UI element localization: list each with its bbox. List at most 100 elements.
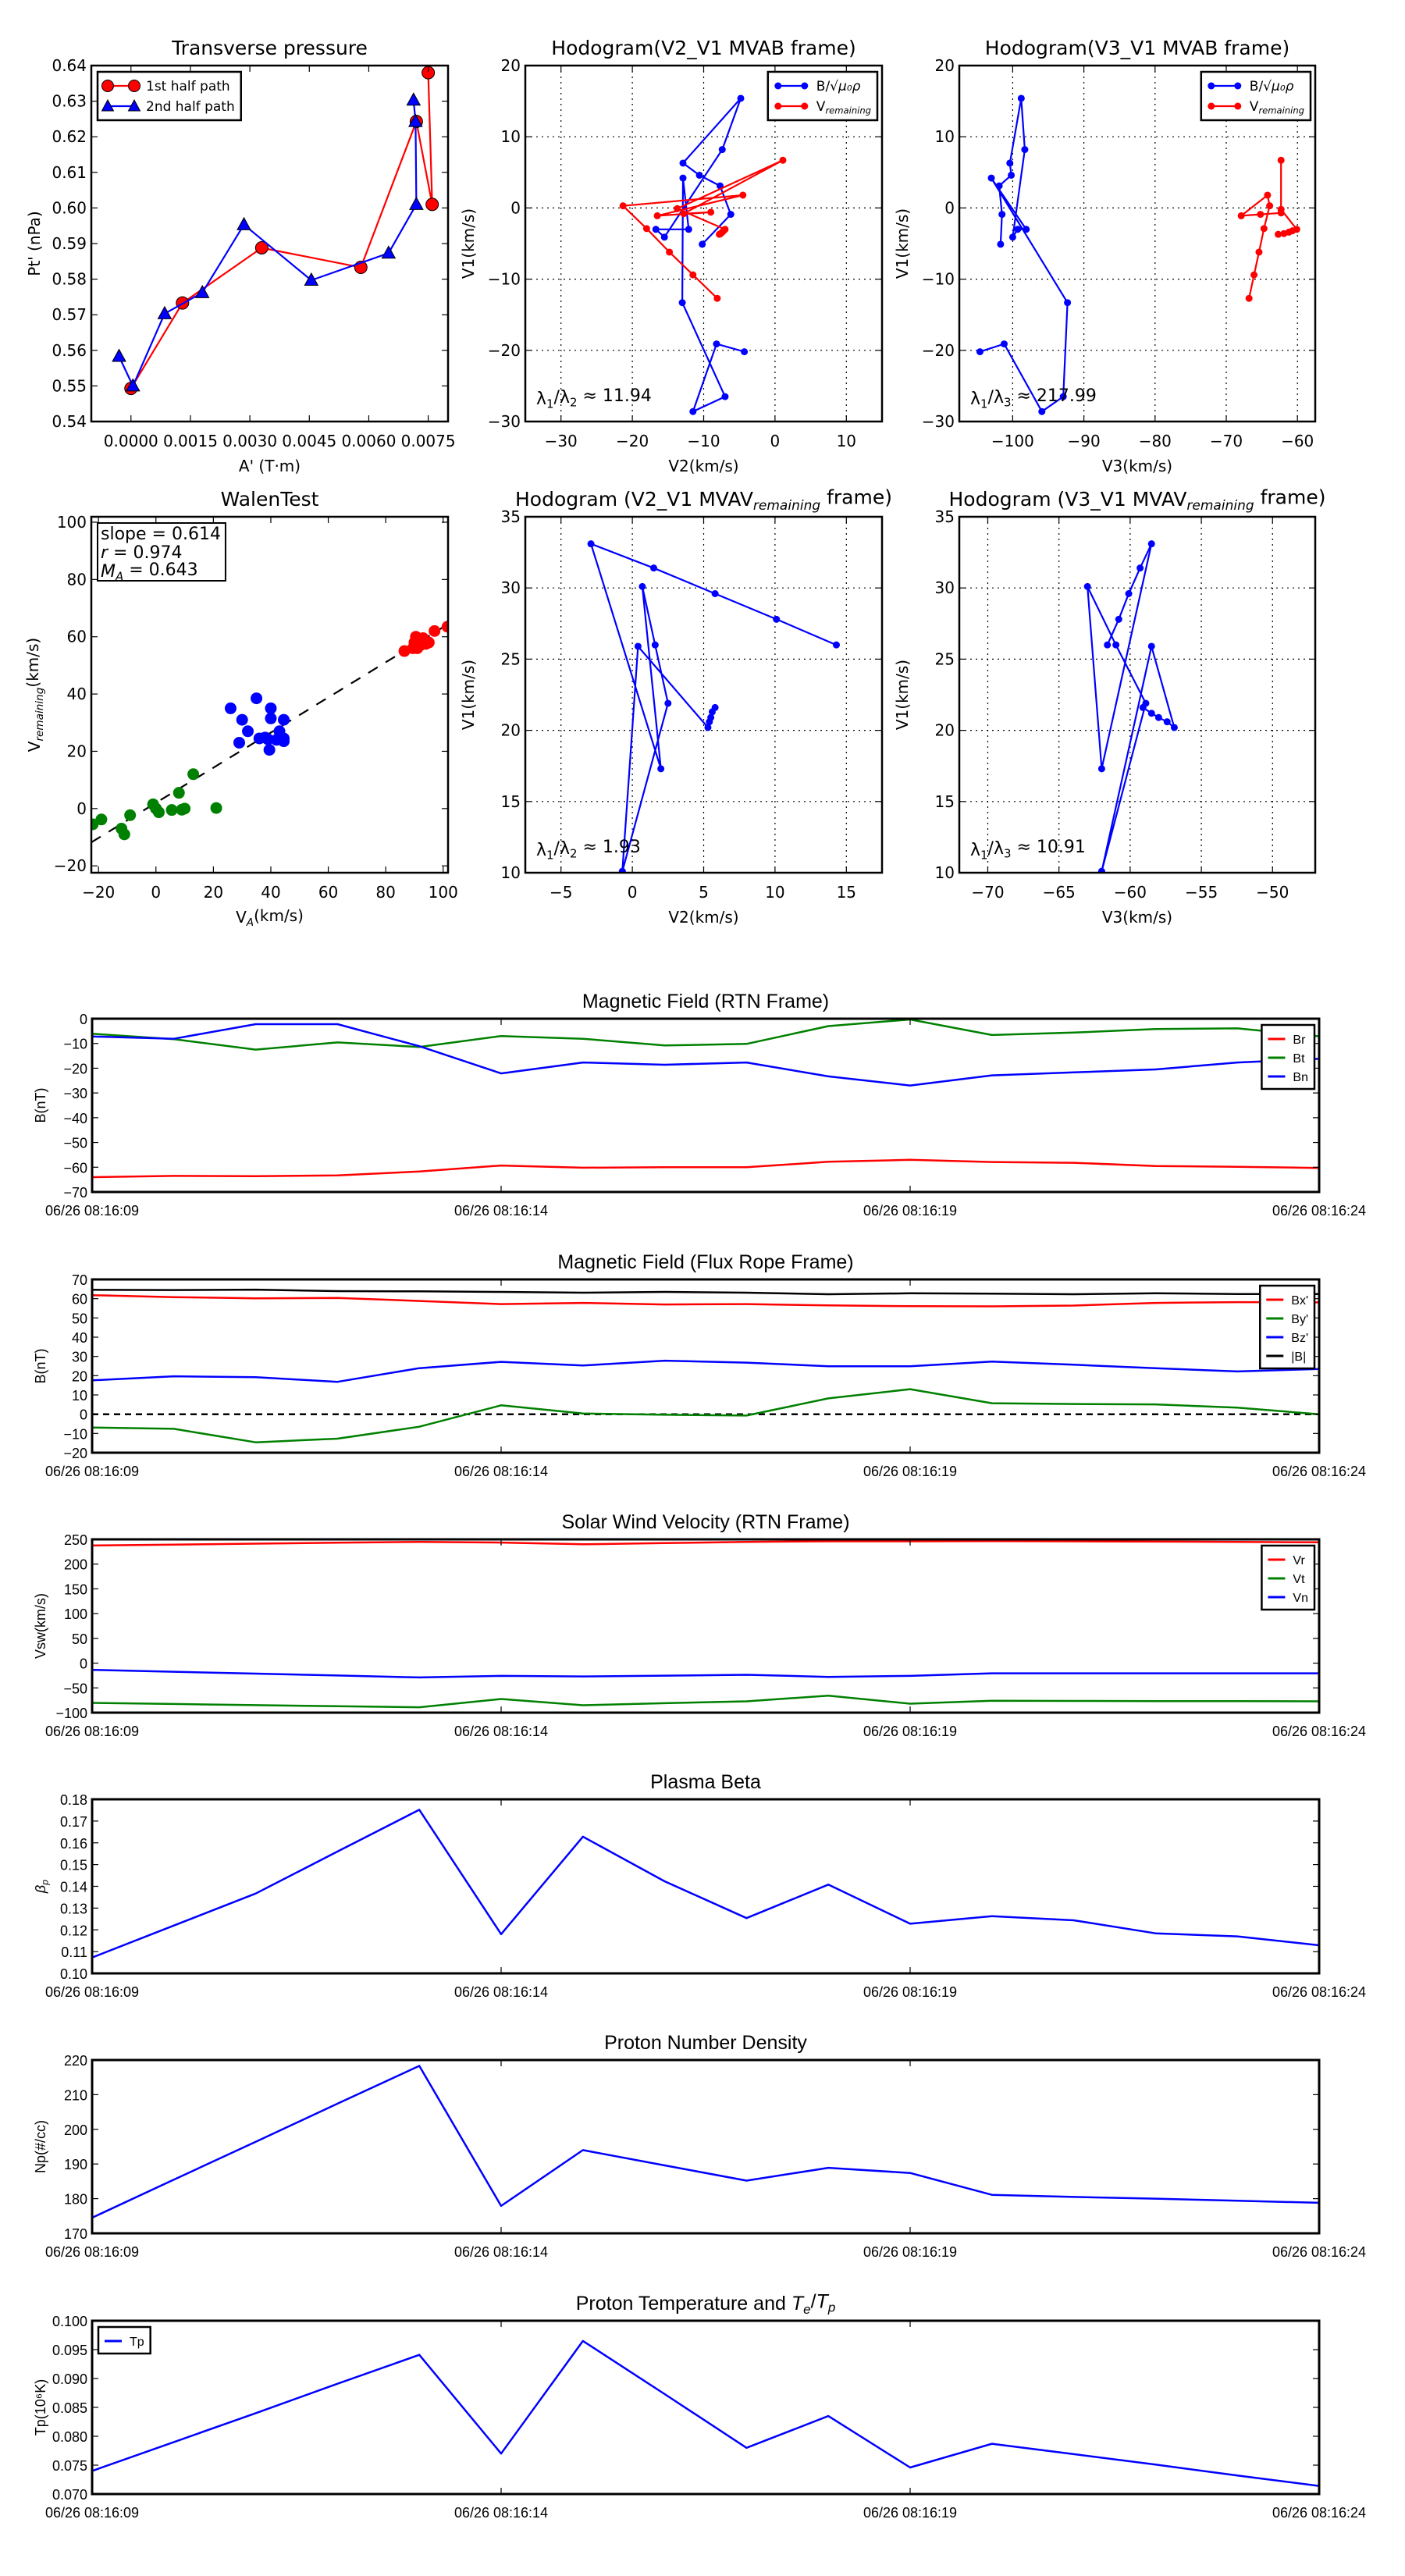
plot-area [587, 540, 841, 873]
y-tick-label: 70 [72, 1272, 87, 1288]
data-point-dot [1154, 713, 1162, 721]
chart-3: −20 0 20 40 60 80 100 −20 0 20 40 60 80 100 WalenTest V… [23, 488, 458, 929]
legend-label: B/√μ₀ρ [1250, 79, 1294, 94]
chart-8: 06/26 08:16:09 06/26 08:16:14 06/26 08:16:… [33, 1511, 1366, 1739]
data-point-dot [1147, 642, 1155, 650]
data-point [429, 624, 441, 637]
x-tick-label: 06/26 08:16:09 [45, 1724, 139, 1739]
x-tick-label: 5 [699, 883, 709, 902]
data-point-dot [657, 765, 665, 773]
y-tick-label: −100 [55, 1706, 87, 1721]
data-point-dot [707, 713, 715, 721]
legend-frame [767, 70, 879, 122]
chart-title: Proton Number Density [604, 2032, 807, 2054]
chart-title: Plasma Beta [650, 1771, 761, 1793]
x-tick-label: −80 [1139, 432, 1172, 450]
data-point [165, 804, 178, 817]
stats-line: slope = 0.614 [101, 525, 221, 544]
data-point-dot [1000, 340, 1008, 348]
y-tick-label: 0.095 [52, 2343, 87, 2358]
chart-title-part: remaining [753, 498, 820, 514]
y-axis-label: Pt' (nPa) [25, 211, 44, 276]
x-axis-label-part: V [236, 908, 247, 927]
x-axis-label: V2(km/s) [668, 457, 738, 475]
x-tick-label: −20 [616, 432, 649, 450]
y-tick-label: 0.63 [52, 92, 87, 111]
data-point-dot [679, 174, 687, 182]
y-axis-label: βp [33, 1880, 51, 1894]
y-tick-label: 0.58 [52, 270, 87, 289]
data-point-dot [650, 564, 658, 572]
x-tick-label: 06/26 08:16:14 [454, 1203, 548, 1219]
data-point-dot [1038, 407, 1046, 415]
x-tick-label: −20 [82, 883, 115, 902]
y-tick-label: −40 [63, 1111, 87, 1126]
y-tick-label: 20 [501, 56, 521, 75]
x-tick-label: 06/26 08:16:19 [863, 1203, 957, 1219]
legend-entry: Bn [1268, 1071, 1308, 1084]
chart-9: 06/26 08:16:09 06/26 08:16:14 06/26 08:16:… [33, 1771, 1366, 2000]
data-point-dot [1170, 724, 1178, 731]
data-point-dot [699, 240, 706, 248]
legend-entry: Vt [1268, 1573, 1305, 1586]
x-tick-label: 06/26 08:16:09 [45, 1464, 139, 1479]
legend-label-part: μ₀ρ [838, 79, 861, 94]
y-tick-label: 0.60 [52, 198, 87, 217]
y-tick-label: 0.16 [60, 1836, 87, 1852]
data-point-dot [1255, 248, 1263, 256]
data-point-dot [713, 294, 721, 302]
data-point-dot [1280, 229, 1288, 237]
y-tick-label: −50 [63, 1681, 87, 1696]
x-tick-label: −30 [545, 432, 578, 450]
y-axis-label-part: β [33, 1885, 48, 1894]
legend-label: Bn [1293, 1071, 1308, 1084]
series-line-series-0 [655, 97, 745, 413]
x-tick-label: 0 [151, 883, 161, 902]
y-axis-label: V1(km/s) [459, 208, 478, 279]
eigenvalue-ratio-annotation-part: λ [536, 841, 546, 860]
x-tick-label: 06/26 08:16:09 [45, 1984, 139, 2000]
chart-title-part: Hodogram (V3_V1 MVAV [949, 488, 1187, 511]
chart-title: Hodogram(V3_V1 MVAB frame) [985, 37, 1289, 59]
y-tick-label: 0.070 [52, 2487, 87, 2503]
y-tick-label: −30 [922, 412, 955, 431]
chart-title-part: p [827, 2300, 835, 2315]
legend-marker [774, 82, 782, 90]
data-point-dot [685, 226, 692, 233]
y-tick-label: 180 [64, 2192, 87, 2208]
series-line-By- [92, 1388, 1319, 1443]
series-line-Vr [92, 1539, 1319, 1547]
axes-frame [91, 2058, 1321, 2235]
legend-label: Bt [1293, 1052, 1305, 1066]
chart-title: WalenTest [221, 488, 319, 511]
data-point-dot [695, 171, 703, 179]
x-tick-label: −50 [1256, 883, 1289, 902]
eigenvalue-ratio-annotation-part: ≈ 217.99 [1012, 386, 1097, 406]
eigenvalue-ratio-annotation-part: λ [970, 390, 980, 409]
data-point-dot [1059, 393, 1067, 400]
legend-label: By' [1291, 1313, 1308, 1326]
stats-line: r = 0.974 [101, 543, 182, 563]
eigenvalue-ratio-annotation-part: /λ [554, 839, 570, 859]
y-tick-label: 0.075 [52, 2458, 87, 2474]
plot-area [91, 621, 448, 844]
series-line-B [1087, 543, 1176, 873]
legend-marker [1234, 82, 1242, 90]
x-axis-label: V3(km/s) [1102, 908, 1172, 927]
data-point [251, 692, 263, 705]
data-point-dot [1097, 867, 1105, 873]
x-tick-label: −65 [1043, 883, 1076, 902]
chart-title: Solar Wind Velocity (RTN Frame) [561, 1511, 849, 1533]
y-tick-label: 15 [501, 792, 521, 811]
data-point-dot [976, 348, 984, 356]
legend-entry: Vr [1268, 1554, 1306, 1567]
data-point-dot [997, 240, 1005, 248]
y-tick-label: 60 [72, 1292, 87, 1308]
x-tick-label: 06/26 08:16:19 [863, 1984, 957, 2000]
data-point [236, 713, 248, 726]
data-point-dot [1245, 294, 1253, 302]
chart-0: 0.0000 0.0015 0.0030 0.0045 0.0060 0.0075 0.54… [25, 37, 456, 475]
chart-7: 06/26 08:16:09 06/26 08:16:14 06/26 08:16:… [33, 1251, 1366, 1479]
x-tick-label: 06/26 08:16:14 [454, 1724, 548, 1739]
